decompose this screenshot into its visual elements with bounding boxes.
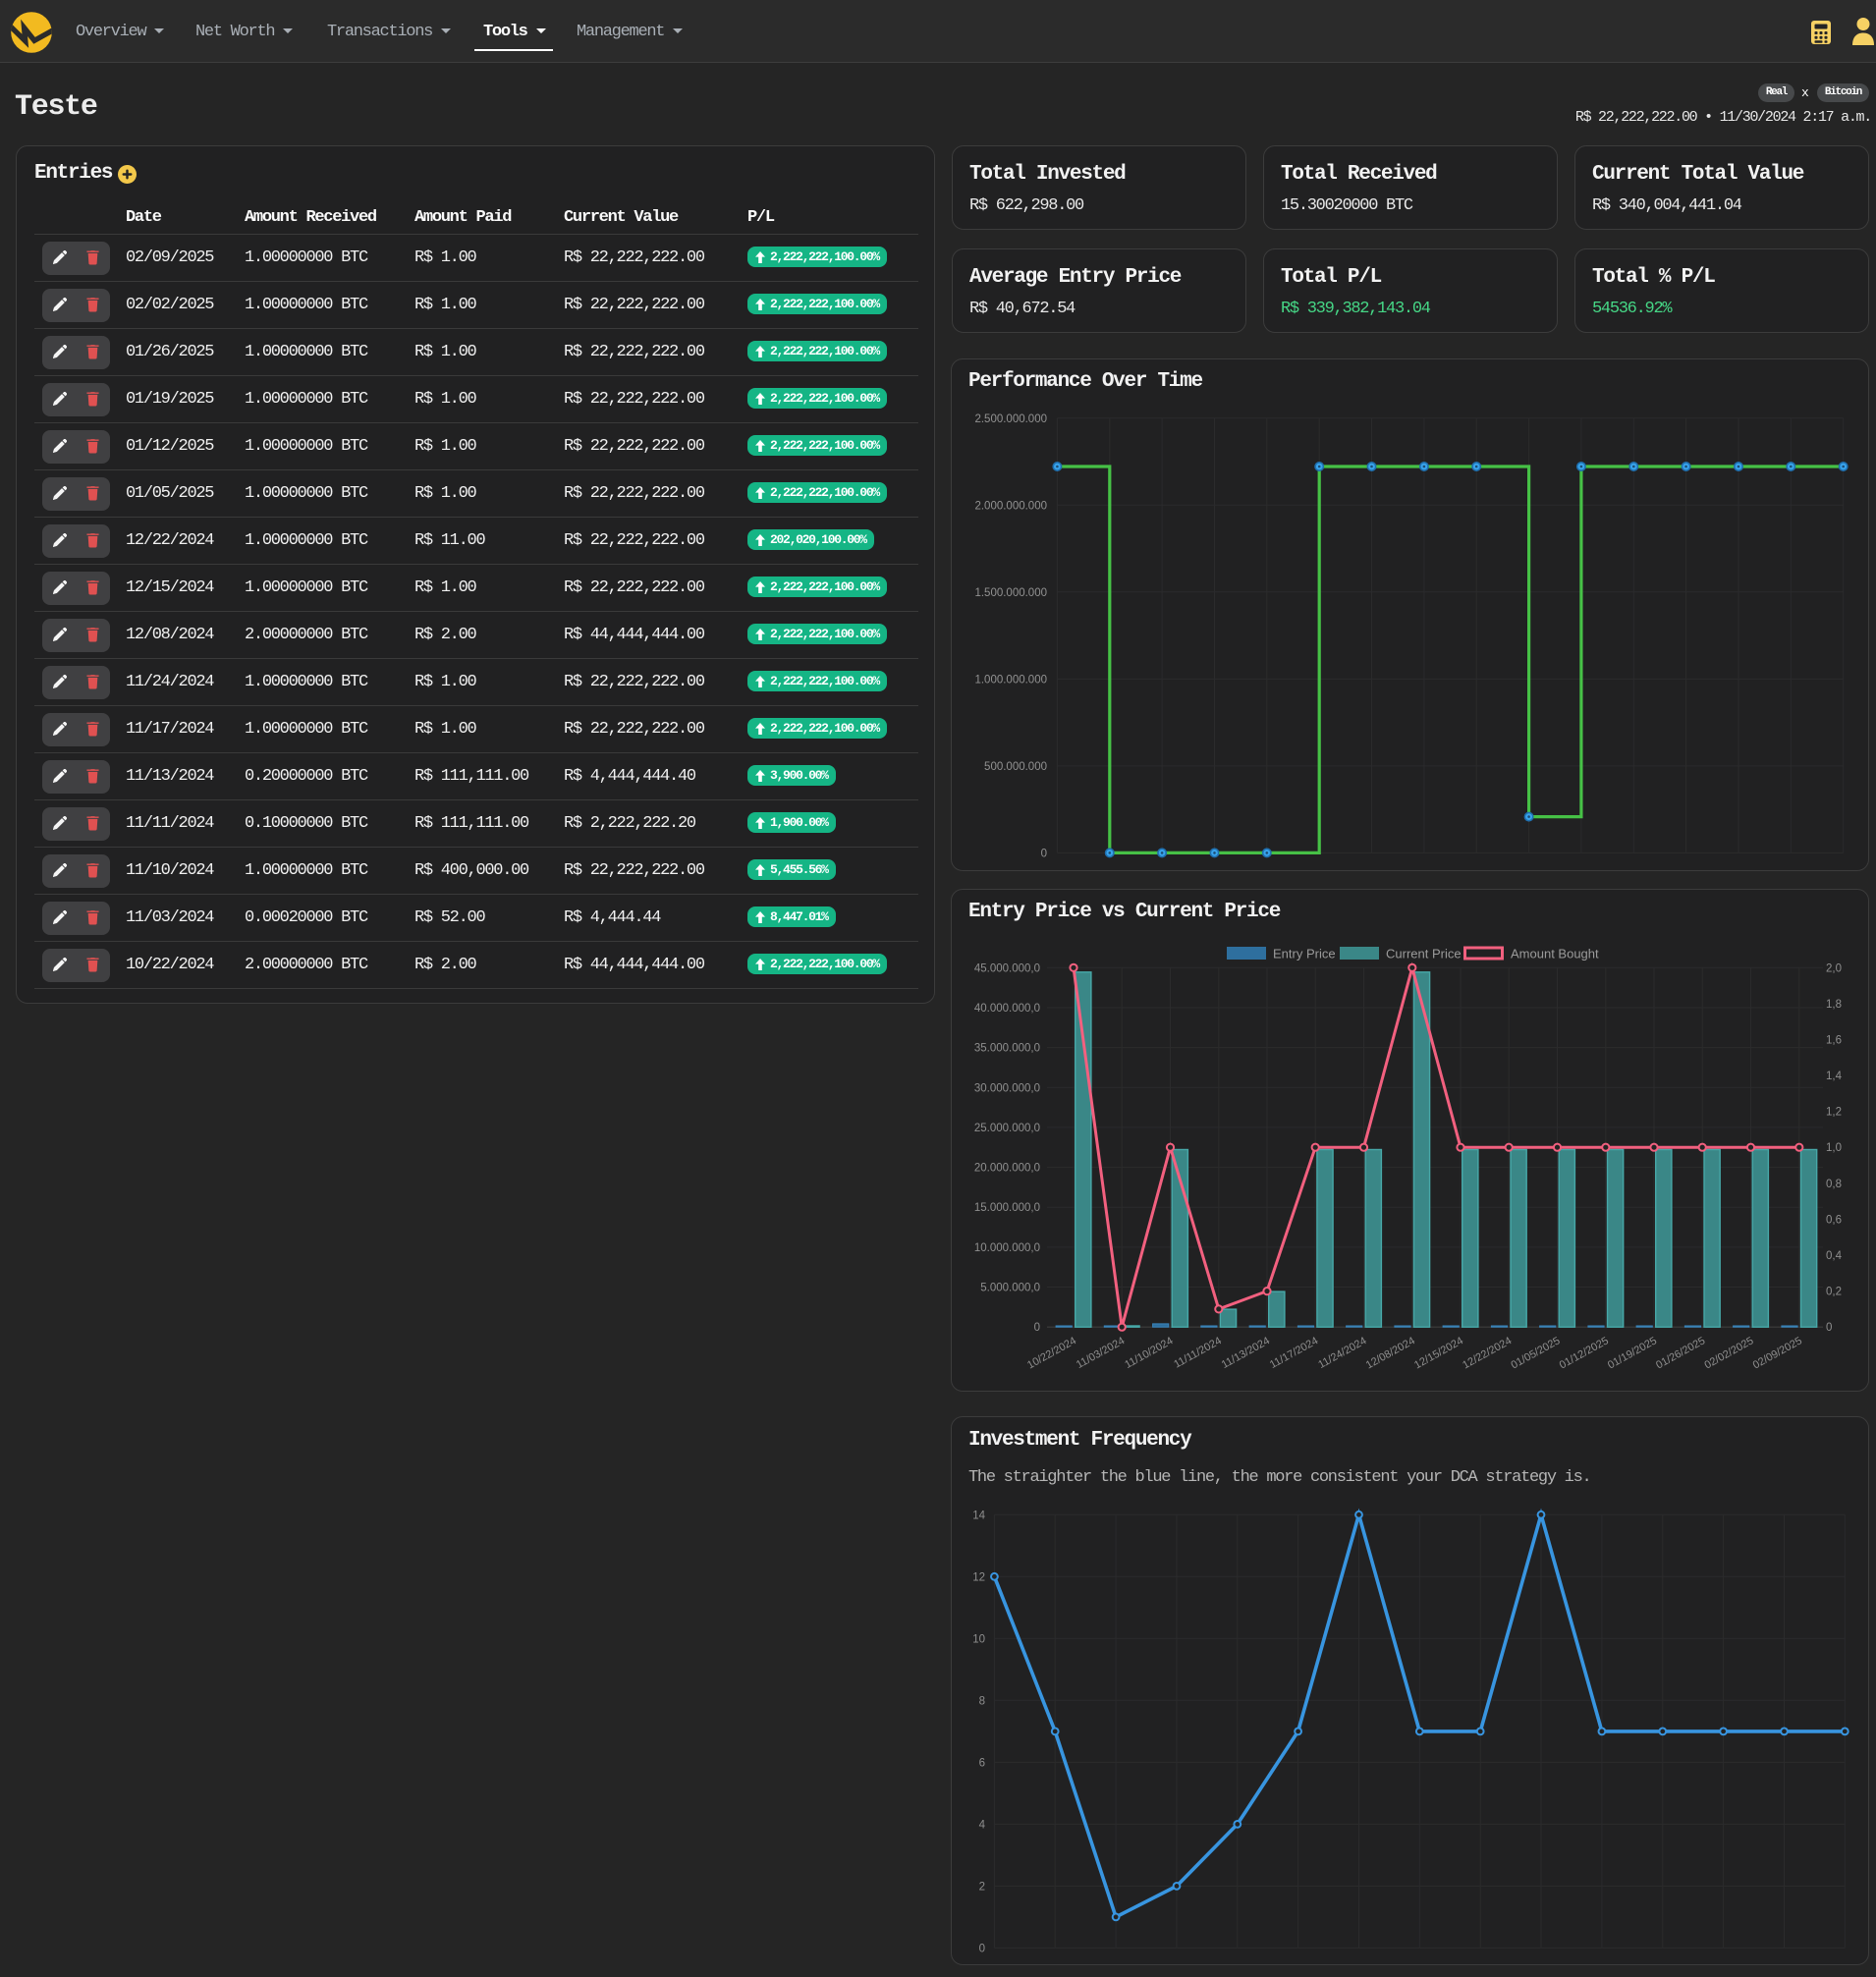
svg-text:0: 0 bbox=[1041, 848, 1047, 859]
svg-text:40.000.000,0: 40.000.000,0 bbox=[974, 1003, 1040, 1015]
svg-text:Amount Bought: Amount Bought bbox=[1511, 947, 1599, 961]
svg-text:11/24/2024: 11/24/2024 bbox=[1316, 1335, 1368, 1371]
svg-text:1,8: 1,8 bbox=[1826, 999, 1842, 1011]
svg-text:12/22/2024: 12/22/2024 bbox=[1461, 1335, 1514, 1371]
svg-text:1,2: 1,2 bbox=[1826, 1107, 1842, 1119]
svg-text:11/10/2024: 11/10/2024 bbox=[1123, 1335, 1175, 1371]
svg-text:0,8: 0,8 bbox=[1826, 1179, 1842, 1190]
svg-text:1,4: 1,4 bbox=[1826, 1071, 1843, 1082]
svg-text:14: 14 bbox=[972, 1510, 985, 1521]
svg-text:1.500.000.000: 1.500.000.000 bbox=[974, 587, 1047, 599]
svg-text:02/02/2025: 02/02/2025 bbox=[1702, 1335, 1755, 1371]
svg-text:0,2: 0,2 bbox=[1826, 1287, 1842, 1298]
svg-text:1,0: 1,0 bbox=[1826, 1142, 1842, 1154]
svg-text:01/19/2025: 01/19/2025 bbox=[1606, 1335, 1659, 1371]
svg-text:10: 10 bbox=[972, 1633, 985, 1645]
svg-text:11/03/2024: 11/03/2024 bbox=[1075, 1335, 1127, 1371]
svg-text:2: 2 bbox=[979, 1881, 985, 1893]
svg-text:6: 6 bbox=[979, 1757, 985, 1769]
svg-text:01/26/2025: 01/26/2025 bbox=[1654, 1335, 1707, 1371]
svg-text:02/09/2025: 02/09/2025 bbox=[1751, 1335, 1804, 1371]
svg-text:12: 12 bbox=[972, 1571, 985, 1583]
svg-text:30.000.000,0: 30.000.000,0 bbox=[974, 1082, 1040, 1094]
svg-text:8: 8 bbox=[979, 1695, 985, 1707]
svg-text:35.000.000,0: 35.000.000,0 bbox=[974, 1043, 1040, 1055]
svg-text:1.000.000.000: 1.000.000.000 bbox=[974, 674, 1047, 686]
svg-text:2.000.000.000: 2.000.000.000 bbox=[974, 500, 1047, 512]
svg-text:15.000.000,0: 15.000.000,0 bbox=[974, 1202, 1040, 1214]
svg-text:0: 0 bbox=[1034, 1322, 1040, 1334]
svg-text:4: 4 bbox=[979, 1819, 986, 1831]
svg-text:2.500.000.000: 2.500.000.000 bbox=[974, 413, 1047, 425]
svg-text:Entry Price: Entry Price bbox=[1273, 947, 1336, 961]
svg-text:01/05/2025: 01/05/2025 bbox=[1509, 1335, 1562, 1371]
svg-text:0: 0 bbox=[1826, 1322, 1832, 1334]
svg-text:10.000.000,0: 10.000.000,0 bbox=[974, 1242, 1040, 1254]
svg-text:2,0: 2,0 bbox=[1826, 962, 1842, 974]
svg-text:11/11/2024: 11/11/2024 bbox=[1172, 1335, 1224, 1370]
svg-text:12/08/2024: 12/08/2024 bbox=[1364, 1335, 1417, 1371]
svg-text:12/15/2024: 12/15/2024 bbox=[1412, 1335, 1465, 1371]
svg-text:10/22/2024: 10/22/2024 bbox=[1025, 1335, 1078, 1371]
svg-text:20.000.000,0: 20.000.000,0 bbox=[974, 1163, 1040, 1175]
svg-text:45.000.000,0: 45.000.000,0 bbox=[974, 962, 1040, 974]
svg-text:0: 0 bbox=[979, 1943, 985, 1954]
svg-text:11/13/2024: 11/13/2024 bbox=[1220, 1335, 1272, 1371]
svg-text:5.000.000,0: 5.000.000,0 bbox=[980, 1283, 1040, 1294]
svg-text:0,6: 0,6 bbox=[1826, 1214, 1842, 1226]
svg-text:01/12/2025: 01/12/2025 bbox=[1558, 1335, 1611, 1371]
svg-text:11/17/2024: 11/17/2024 bbox=[1268, 1335, 1320, 1371]
svg-text:0,4: 0,4 bbox=[1826, 1250, 1843, 1262]
svg-text:Current Price: Current Price bbox=[1386, 947, 1462, 961]
svg-text:25.000.000,0: 25.000.000,0 bbox=[974, 1123, 1040, 1134]
svg-text:1,6: 1,6 bbox=[1826, 1035, 1842, 1047]
svg-text:500.000.000: 500.000.000 bbox=[984, 761, 1047, 773]
